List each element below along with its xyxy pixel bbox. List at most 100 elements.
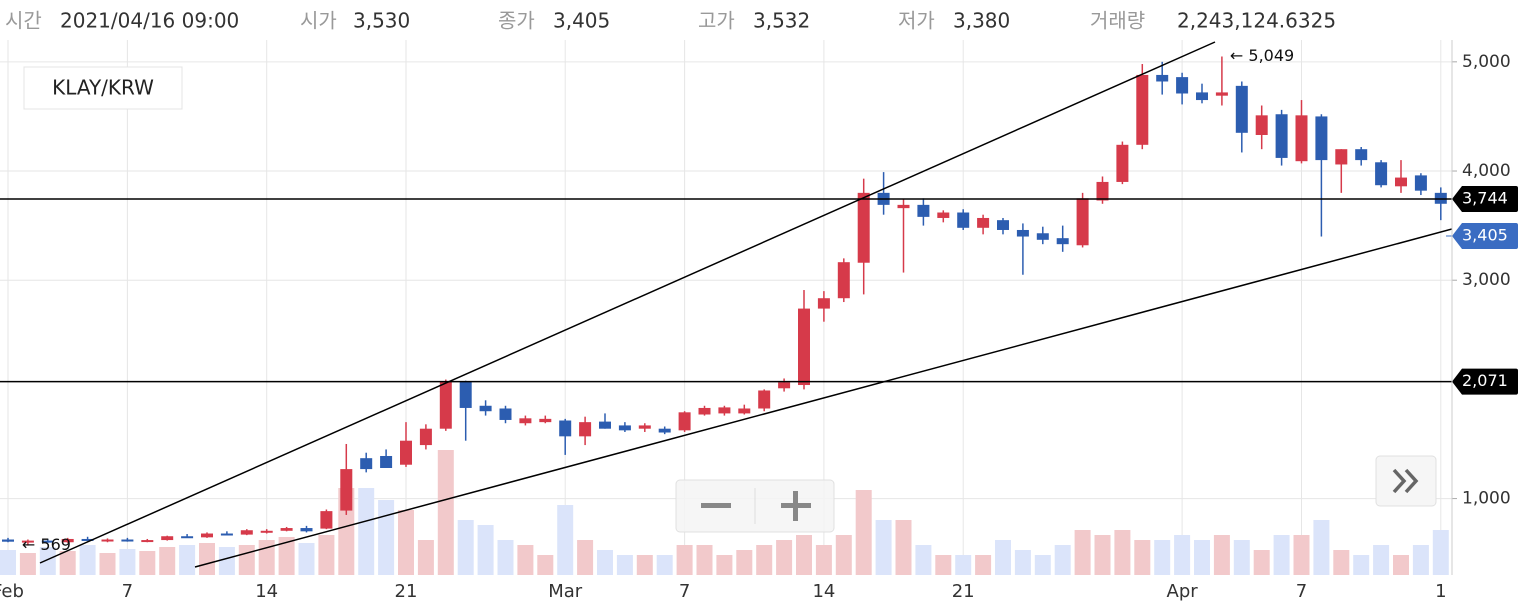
volume-bar xyxy=(79,545,96,575)
candle-body xyxy=(101,539,114,542)
candle-body xyxy=(937,212,950,218)
x-tick-label: Apr xyxy=(1167,581,1199,602)
candle-body xyxy=(618,425,631,431)
volume-bar xyxy=(1313,520,1330,575)
candle-body xyxy=(340,469,353,511)
candle-body xyxy=(1036,233,1049,240)
volume-bar xyxy=(577,540,594,575)
volume-bar xyxy=(437,450,454,575)
hline-label: 3,744 xyxy=(1462,188,1508,207)
candle-body xyxy=(997,220,1009,230)
volume-bar xyxy=(875,520,892,575)
candle-body xyxy=(260,530,273,533)
volume-bar xyxy=(616,555,633,575)
candle-body xyxy=(1056,238,1069,245)
candle-body xyxy=(220,533,233,536)
x-tick-label: 7 xyxy=(122,581,133,602)
candle-body xyxy=(778,382,791,389)
volume-bar xyxy=(298,543,315,575)
candle-body xyxy=(758,390,771,409)
candle-body xyxy=(1375,162,1388,186)
hline-label: 2,071 xyxy=(1462,371,1508,390)
volume-bar xyxy=(636,555,653,575)
y-tick-label: 3,000 xyxy=(1462,270,1511,290)
header: 시간 2021/04/16 09:00 시가 3,530 종가 3,405 고가 3,532 저… xyxy=(5,9,1336,33)
volume-bar xyxy=(1393,555,1409,575)
candle-body xyxy=(837,262,850,299)
low-marker: ← 569 xyxy=(22,535,71,554)
candle-body xyxy=(1156,74,1169,82)
volume-bar xyxy=(656,555,673,575)
volume-bar xyxy=(238,545,255,575)
volume-bar xyxy=(1034,555,1051,575)
volume-bar xyxy=(497,540,514,575)
volume-bar xyxy=(756,545,773,575)
candle-body xyxy=(1255,115,1268,135)
header-label: 시간 xyxy=(5,9,42,33)
volume-bar xyxy=(1174,535,1191,575)
volume-bar xyxy=(796,535,812,575)
hline-tag xyxy=(1452,368,1518,395)
volume-bar xyxy=(1134,540,1151,575)
volume-bar xyxy=(676,545,693,575)
candle-body xyxy=(738,408,751,414)
candle-body xyxy=(2,539,14,542)
volume-bar xyxy=(179,545,196,575)
candle-body xyxy=(1235,85,1248,133)
candle-body xyxy=(280,528,293,531)
volume-bar xyxy=(1273,535,1290,575)
candle-body xyxy=(638,425,651,429)
header-value: 2,243,124.6325 xyxy=(1177,9,1336,33)
y-tick-label: 1,000 xyxy=(1462,489,1511,509)
overlay: 3,744 2,071 3,405 ← 5,049 ← 569 xyxy=(0,46,1518,554)
volume-bar xyxy=(955,555,972,575)
volume-bar xyxy=(39,547,56,575)
volume-bar xyxy=(258,540,275,575)
zoom-in[interactable] xyxy=(793,491,798,521)
header-label: 시가 xyxy=(300,9,337,33)
volume-bar xyxy=(457,520,474,575)
header-value: 3,380 xyxy=(953,9,1010,33)
zoom-control[interactable] xyxy=(675,479,835,533)
x-tick-label: 7 xyxy=(679,581,690,602)
candle-body xyxy=(698,407,711,415)
volume-bar xyxy=(159,547,176,575)
volume-bar xyxy=(199,543,215,575)
candle-body xyxy=(121,539,134,542)
volume-bar xyxy=(477,525,494,575)
volume-bar xyxy=(1293,535,1310,575)
candle-body xyxy=(161,536,174,541)
volume-bar xyxy=(1373,545,1390,575)
x-tick-label: Mar xyxy=(548,581,583,602)
candle-body xyxy=(1196,92,1208,101)
candle-body xyxy=(459,381,472,408)
scroll-icon xyxy=(1392,468,1419,494)
candle-body xyxy=(1096,181,1109,201)
header-value: 2021/04/16 09:00 xyxy=(60,9,239,33)
candle-body xyxy=(817,298,830,309)
symbol: KLAY/KRW xyxy=(52,76,154,100)
volume-bar xyxy=(218,547,235,575)
scroll-button[interactable] xyxy=(1375,455,1437,507)
header-value: 3,532 xyxy=(753,9,810,33)
candle-body xyxy=(1215,92,1228,96)
volume-bar xyxy=(358,488,375,575)
candle-body xyxy=(1136,74,1149,145)
volume-bar xyxy=(815,545,832,575)
candle-body xyxy=(21,540,34,543)
x-tick-label: 21 xyxy=(395,581,418,602)
volume-bar xyxy=(557,505,574,575)
candle-body xyxy=(1395,177,1407,187)
header-value: 3,530 xyxy=(353,9,410,33)
candle-body xyxy=(479,405,492,412)
volume-bar xyxy=(1154,540,1171,575)
volume-bar xyxy=(139,551,156,575)
candle-body xyxy=(1315,116,1328,161)
volume-bar xyxy=(776,540,793,575)
candle-body xyxy=(539,418,552,423)
volume-bar xyxy=(0,550,16,575)
zoom-out[interactable] xyxy=(701,503,731,508)
current-price-tag xyxy=(1452,222,1518,249)
candle-body xyxy=(141,540,154,543)
